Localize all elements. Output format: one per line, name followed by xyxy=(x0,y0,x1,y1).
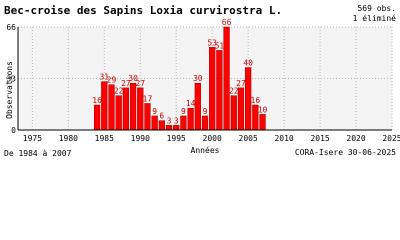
x-tick-label: 1990 xyxy=(131,134,150,143)
bar xyxy=(158,120,165,131)
obs-note: 569 obs. xyxy=(357,4,396,13)
value-label: 27 xyxy=(236,79,246,88)
bar xyxy=(216,50,223,131)
value-label: 29 xyxy=(107,76,117,85)
value-label: 27 xyxy=(135,79,145,88)
bar xyxy=(144,103,151,131)
value-label: 66 xyxy=(222,18,232,27)
bar xyxy=(180,115,187,131)
bar xyxy=(129,82,137,131)
value-label: 10 xyxy=(258,105,268,114)
value-label: 31 xyxy=(99,73,109,82)
bar xyxy=(237,87,245,131)
value-label: 6 xyxy=(159,112,164,121)
bar xyxy=(93,104,101,131)
value-label: 16 xyxy=(92,96,102,105)
value-label: 40 xyxy=(243,59,253,68)
bar xyxy=(165,125,173,131)
x-tick-label: 1995 xyxy=(167,134,186,143)
bar xyxy=(173,125,180,131)
y-tick-label: 0 xyxy=(11,126,16,135)
x-tick-label: 1980 xyxy=(59,134,78,143)
value-label: 30 xyxy=(128,74,138,83)
x-tick-label: 1975 xyxy=(23,134,42,143)
value-label: 3 xyxy=(174,116,179,125)
x-tick-label: 2015 xyxy=(310,134,329,143)
value-label: 22 xyxy=(114,87,124,96)
value-label: 3 xyxy=(167,116,172,125)
bar xyxy=(151,115,158,131)
value-label: 22 xyxy=(229,87,239,96)
bar xyxy=(194,82,201,131)
value-label: 27 xyxy=(121,79,131,88)
value-label: 14 xyxy=(186,99,196,108)
value-label: 51 xyxy=(215,41,225,50)
value-label: 53 xyxy=(207,38,217,47)
eliminated-note: 1 éliminé xyxy=(353,13,397,23)
x-tick-label: 2000 xyxy=(203,134,222,143)
period-note: De 1984 à 2007 xyxy=(4,149,72,158)
bar xyxy=(230,95,237,131)
value-label: 9 xyxy=(181,107,186,116)
bar xyxy=(115,95,122,131)
bar xyxy=(122,87,130,131)
bar xyxy=(209,47,216,131)
x-axis-label: Années xyxy=(191,145,220,155)
x-tick-label: 2025 xyxy=(382,134,400,143)
bar xyxy=(101,81,108,131)
bar xyxy=(201,115,209,131)
source-note: CORA-Isere 30-06-2025 xyxy=(295,148,396,157)
x-tick-label: 2005 xyxy=(239,134,258,143)
chart-title: Bec-croise des Sapins Loxia curvirostra … xyxy=(4,4,282,17)
value-label: 9 xyxy=(152,107,157,116)
value-label: 9 xyxy=(203,107,208,116)
y-axis-label: Observations xyxy=(5,61,14,119)
x-tick-label: 2020 xyxy=(346,134,365,143)
y-tick-label: 33 xyxy=(6,75,16,84)
value-label: 16 xyxy=(251,96,261,105)
value-label: 30 xyxy=(193,74,203,83)
bar xyxy=(187,107,194,131)
bar xyxy=(223,26,230,131)
value-label: 17 xyxy=(143,94,153,103)
y-tick-label: 66 xyxy=(6,23,16,32)
bar xyxy=(259,114,266,131)
x-tick-label: 2010 xyxy=(274,134,293,143)
chart: Bec-croise des Sapins Loxia curvirostra … xyxy=(4,4,400,158)
x-tick-label: 1985 xyxy=(95,134,114,143)
